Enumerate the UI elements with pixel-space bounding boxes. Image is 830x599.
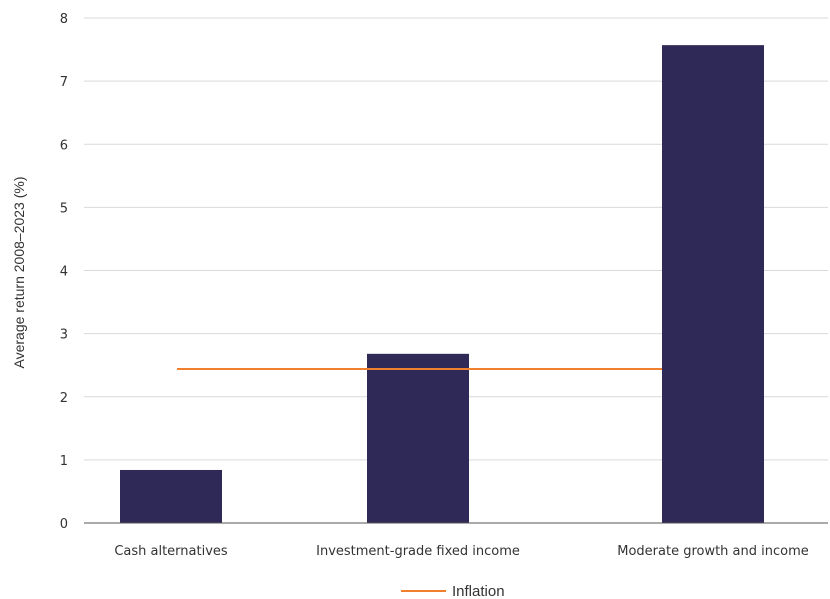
y-tick-label: 6 (60, 138, 68, 153)
x-tick-label: Moderate growth and income (617, 544, 809, 559)
bar-0 (120, 469, 222, 523)
legend: Inflation (401, 583, 505, 599)
y-axis-title: Average return 2008–2023 (%) (11, 177, 27, 369)
y-tick-label: 2 (60, 391, 68, 406)
y-tick-label: 7 (60, 75, 68, 90)
y-tick-labels: 0 1 2 3 4 5 6 7 8 (60, 12, 68, 532)
y-tick-label: 8 (60, 12, 68, 27)
bars (120, 45, 764, 524)
legend-label-inflation: Inflation (452, 583, 505, 599)
x-tick-label: Cash alternatives (114, 544, 228, 559)
bar-1 (367, 353, 469, 523)
x-tick-labels: Cash alternatives Investment-grade fixed … (114, 544, 808, 559)
bar-2 (662, 45, 764, 524)
gridlines (84, 17, 828, 461)
x-tick-label: Investment-grade fixed income (316, 544, 520, 559)
y-tick-label: 0 (60, 517, 68, 532)
y-tick-label: 3 (60, 328, 68, 343)
y-tick-label: 1 (60, 454, 68, 469)
y-tick-label: 4 (60, 265, 68, 280)
y-tick-label: 5 (60, 201, 68, 216)
